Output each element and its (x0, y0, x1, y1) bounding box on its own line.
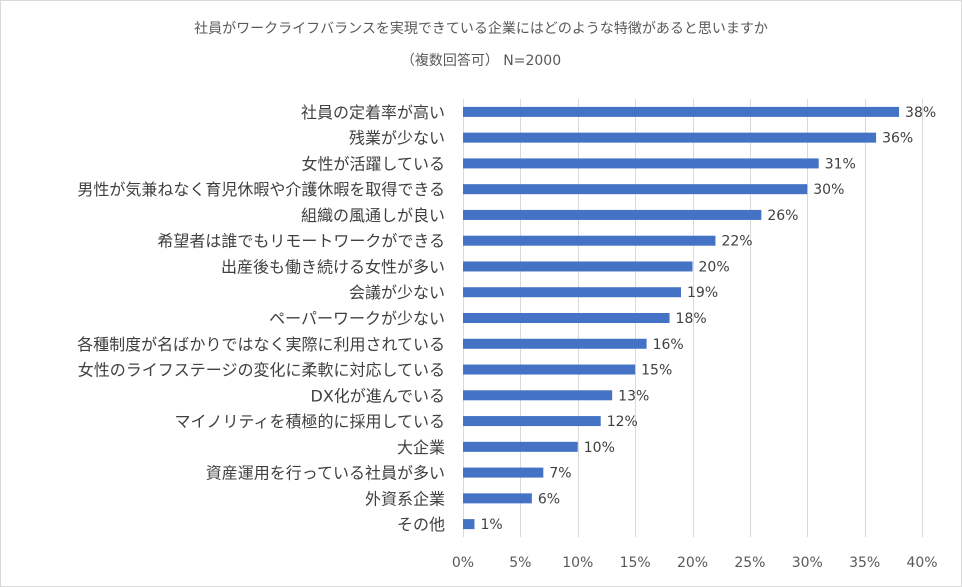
category-label: 組織の風通しが良い (301, 206, 445, 225)
bar (463, 416, 601, 427)
x-tick-label: 15% (620, 555, 651, 571)
category-label: 社員の定着率が高い (301, 103, 445, 122)
value-label: 22% (721, 234, 752, 250)
x-tick-label: 30% (792, 555, 823, 571)
bar (463, 390, 613, 401)
x-tick-label: 35% (849, 555, 880, 571)
bar (463, 209, 762, 220)
category-label: 各種制度が名ばかりではなく実際に利用されている (77, 335, 445, 354)
value-label: 13% (618, 388, 649, 404)
bar (463, 338, 647, 349)
value-label: 7% (549, 466, 571, 482)
bar (463, 132, 877, 143)
category-label: 外資系企業 (365, 489, 445, 508)
bar (463, 235, 716, 246)
category-label: 残業が少ない (349, 129, 445, 148)
category-label: 希望者は誰でもリモートワークができる (157, 232, 445, 251)
bars (463, 106, 900, 530)
x-axis-tick-labels: 0% 5% 10% 15% 20% 25% 30% 35% 40% (452, 555, 938, 571)
x-tick-label: 10% (562, 555, 593, 571)
category-label: その他 (397, 515, 445, 534)
category-label: 大企業 (397, 438, 445, 457)
category-label: DX化が進んでいる (311, 386, 445, 405)
category-label: ペーパーワークが少ない (269, 309, 445, 328)
bar (463, 364, 636, 375)
value-label: 1% (480, 517, 502, 533)
x-tick-label: 0% (452, 555, 474, 571)
value-label: 15% (641, 363, 672, 379)
value-label: 38% (905, 105, 936, 121)
category-labels: 社員の定着率が高い残業が少ない女性が活躍している男性が気兼ねなく育児休暇や介護休… (77, 103, 445, 534)
category-label: 出産後も働き続ける女性が多い (221, 257, 445, 276)
x-tick-label: 40% (906, 555, 937, 571)
data-labels: 38% 36% 31% 30% 26% 22% 20% 19% 18% 16% 15% 13% 12% 1… (480, 105, 936, 533)
bar (463, 158, 819, 169)
category-label: 男性が気兼ねなく育児休暇や介護休暇を取得できる (77, 180, 445, 199)
chart-title: 社員がワークライフバランスを実現できている企業にはどのような特徴があると思います… (194, 21, 768, 37)
category-label: 資産運用を行っている社員が多い (206, 464, 445, 483)
value-label: 20% (699, 259, 730, 275)
category-label: 女性が活躍している (301, 154, 445, 173)
bar (463, 313, 670, 323)
category-label: マイノリティを積極的に採用している (174, 412, 445, 431)
value-label: 19% (687, 285, 718, 301)
category-label: 会議が少ない (349, 283, 445, 302)
value-label: 6% (538, 491, 560, 507)
value-label: 31% (825, 156, 856, 172)
bar (463, 184, 808, 195)
category-label: 女性のライフステージの変化に柔軟に対応している (78, 361, 445, 380)
value-label: 36% (882, 131, 913, 147)
chart-subtitle: （複数回答可） N=2000 (400, 53, 562, 69)
bar (463, 493, 532, 504)
value-label: 26% (767, 208, 798, 224)
x-tick-label: 25% (734, 555, 765, 571)
bar (463, 441, 578, 452)
bar (463, 287, 682, 298)
bar (463, 519, 475, 530)
x-tick-label: 5% (509, 555, 531, 571)
value-label: 30% (813, 182, 844, 198)
value-label: 10% (584, 440, 615, 456)
bar (463, 261, 693, 272)
x-tick-label: 20% (677, 555, 708, 571)
value-label: 18% (676, 311, 707, 327)
bar (463, 106, 900, 117)
value-label: 16% (653, 337, 684, 353)
bar (463, 467, 544, 478)
value-label: 12% (607, 414, 638, 430)
